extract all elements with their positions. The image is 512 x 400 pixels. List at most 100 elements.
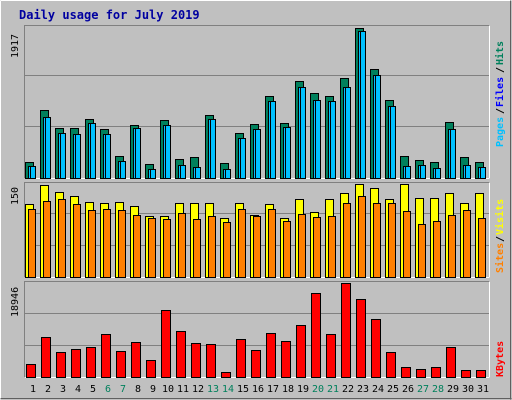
panel-hits-files-pages: 1917 Pages / Files / Hits: [10, 25, 506, 179]
x-label-day-17: 17: [267, 384, 279, 395]
x-label-day-1: 1: [30, 384, 36, 395]
sites-bar-day-3: [58, 199, 66, 278]
kbytes-bar-day-11: [176, 331, 186, 378]
x-label-day-30: 30: [462, 384, 474, 395]
ymax-label-hits: 1917: [10, 34, 21, 58]
x-label-day-8: 8: [135, 384, 141, 395]
pages-bar-day-4: [75, 134, 81, 179]
legend-slash-3: /: [495, 236, 506, 242]
sites-bar-day-11: [178, 213, 186, 278]
sites-bar-day-22: [343, 203, 351, 278]
kbytes-bar-day-2: [41, 337, 51, 378]
pages-bar-day-16: [255, 129, 261, 179]
x-label-day-29: 29: [447, 384, 459, 395]
pages-bar-day-28: [435, 168, 441, 179]
x-label-day-4: 4: [75, 384, 81, 395]
panel-visits-sites: 150 Sites / Visits: [10, 182, 506, 278]
legend-visits: Visits: [494, 199, 506, 235]
x-label-day-2: 2: [45, 384, 51, 395]
sites-bar-day-2: [43, 201, 51, 278]
pages-bar-day-11: [180, 165, 186, 179]
x-label-day-7: 7: [120, 384, 126, 395]
x-label-day-10: 10: [162, 384, 174, 395]
sites-bar-day-16: [253, 216, 261, 278]
sites-bar-day-27: [418, 224, 426, 278]
pages-bar-day-22: [345, 87, 351, 179]
bars-hits-files-pages: [25, 28, 486, 179]
pages-bar-day-31: [480, 167, 486, 179]
pages-bar-day-6: [105, 134, 111, 179]
sites-bar-day-24: [373, 203, 381, 278]
x-label-day-25: 25: [387, 384, 399, 395]
x-label-day-6: 6: [105, 384, 111, 395]
x-label-day-31: 31: [477, 384, 489, 395]
pages-bar-day-20: [315, 100, 321, 179]
x-label-day-27: 27: [417, 384, 429, 395]
kbytes-bar-day-13: [206, 344, 216, 378]
kbytes-bar-day-24: [371, 319, 381, 378]
pages-bar-day-29: [450, 129, 456, 179]
pages-bar-day-26: [405, 166, 411, 179]
x-label-day-24: 24: [372, 384, 384, 395]
pages-bar-day-15: [240, 138, 246, 179]
panel-kbytes: 18946 KBytes: [10, 281, 506, 378]
legend-files: Files: [494, 77, 506, 107]
kbytes-bar-day-10: [161, 310, 171, 378]
x-label-day-28: 28: [432, 384, 444, 395]
sites-bar-day-31: [478, 218, 486, 278]
ymax-label-kbytes: 18946: [10, 287, 21, 317]
x-label-day-21: 21: [327, 384, 339, 395]
pages-bar-day-8: [135, 128, 141, 179]
sites-bar-day-17: [268, 209, 276, 278]
legend-visits-sites: Sites / Visits: [494, 199, 506, 273]
x-label-day-3: 3: [60, 384, 66, 395]
pages-bar-day-9: [150, 169, 156, 179]
kbytes-bar-day-14: [221, 372, 231, 378]
x-label-day-15: 15: [237, 384, 249, 395]
kbytes-bar-day-21: [326, 334, 336, 378]
sites-bar-day-6: [103, 209, 111, 278]
sites-bar-day-12: [193, 219, 201, 278]
pages-bar-day-1: [30, 166, 36, 179]
kbytes-bar-day-28: [431, 367, 441, 378]
pages-bar-day-27: [420, 165, 426, 179]
kbytes-bar-day-25: [386, 352, 396, 378]
x-label-day-22: 22: [342, 384, 354, 395]
legend-kbytes: KBytes: [495, 341, 506, 377]
x-label-day-19: 19: [297, 384, 309, 395]
x-label-day-13: 13: [207, 384, 219, 395]
sites-bar-day-19: [298, 214, 306, 278]
sites-bar-day-14: [223, 222, 231, 278]
x-label-day-14: 14: [222, 384, 234, 395]
kbytes-bar-day-18: [281, 341, 291, 378]
legend-slash-2: /: [495, 67, 506, 73]
sites-bar-day-8: [133, 215, 141, 278]
sites-bar-day-9: [148, 218, 156, 278]
pages-bar-day-7: [120, 161, 126, 179]
kbytes-bar-day-27: [416, 369, 426, 378]
kbytes-bar-day-7: [116, 351, 126, 378]
pages-bar-day-2: [45, 117, 51, 179]
kbytes-bar-day-5: [86, 347, 96, 378]
sites-bar-day-23: [358, 196, 366, 278]
sites-bar-day-4: [73, 204, 81, 278]
kbytes-bar-day-20: [311, 293, 321, 378]
sites-bar-day-25: [388, 203, 396, 278]
pages-bar-day-30: [465, 165, 471, 179]
sites-bar-day-1: [28, 209, 36, 278]
pages-bar-day-17: [270, 101, 276, 179]
x-label-day-5: 5: [90, 384, 96, 395]
sites-bar-day-28: [433, 221, 441, 278]
pages-bar-day-13: [210, 119, 216, 179]
kbytes-bar-day-29: [446, 347, 456, 378]
x-label-day-18: 18: [282, 384, 294, 395]
pages-bar-day-18: [285, 127, 291, 179]
sites-bar-day-20: [313, 217, 321, 278]
sites-bar-day-5: [88, 210, 96, 278]
pages-bar-day-14: [225, 169, 231, 179]
kbytes-bar-day-4: [71, 349, 81, 378]
x-label-day-26: 26: [402, 384, 414, 395]
sites-bar-day-29: [448, 215, 456, 278]
legend-hits-files-pages: Pages / Files / Hits: [494, 41, 506, 147]
legend-slash-1: /: [495, 108, 506, 114]
